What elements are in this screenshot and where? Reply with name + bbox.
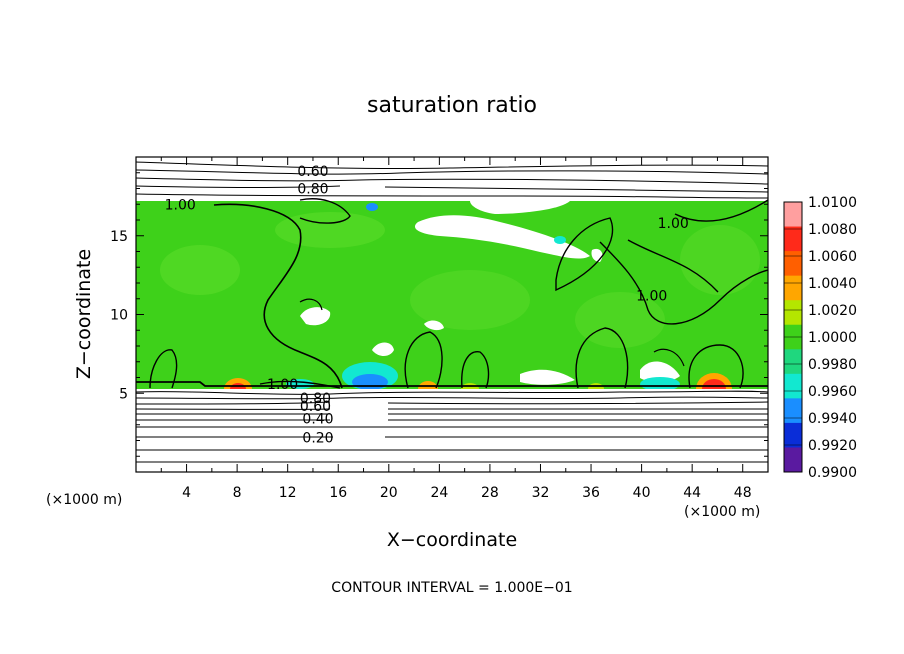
contour-interval-note: CONTOUR INTERVAL = 1.000E−01 [331,580,572,596]
colorbar-label: 1.0060 [808,249,857,265]
x-tick-label: 44 [683,485,701,501]
contour-line [136,193,768,199]
contour-label: 1.00 [165,197,196,213]
contour-line [136,177,768,185]
contour-line [136,185,768,193]
x-tick-label: 48 [734,485,752,501]
colorbar-label: 0.9980 [808,357,857,373]
x-tick-label: 16 [329,485,347,501]
colorbar-label: 1.0100 [808,195,857,211]
x-tick-labels: 4 8 12 16 20 24 28 32 36 40 44 48 [182,485,752,501]
subsaturated-spot [352,374,388,390]
subsaturated-spot [366,203,378,211]
contour-line [136,161,768,170]
contour-line [299,298,323,311]
x-tick-label: 40 [633,485,651,501]
x-tick-label: 12 [279,485,297,501]
field-patch [410,270,530,330]
chart-title: saturation ratio [367,93,537,118]
dry-pocket [640,361,680,383]
colorbar-swatch [784,251,802,277]
colorbar-label: 0.9960 [808,384,857,400]
colorbar-swatch [784,447,802,473]
colorbar-label: 1.0000 [808,330,857,346]
subsaturated-spot [554,236,566,244]
colorbar-label: 1.0020 [808,303,857,319]
y-tick-labels: 5 10 15 [110,229,128,403]
x-tick-label: 4 [182,485,191,501]
dry-pocket [300,307,331,326]
contour-label: 1.00 [636,289,667,305]
contour-line [149,349,178,389]
x-tick-label: 32 [532,485,550,501]
axis-ticks [136,157,768,472]
colorbar-label: 1.0040 [808,276,857,292]
contour-line [136,396,768,400]
contour-label: 0.60 [297,164,328,180]
dry-pocket [470,201,570,214]
colorbar: 1.0100 1.0080 1.0060 1.0040 1.0020 1.0000 0.99… [783,195,857,481]
contour-line [599,241,768,325]
colorbar-swatch [784,422,802,448]
field-patch [160,245,240,295]
contour-line [136,390,768,395]
x-tick-label: 36 [582,485,600,501]
x-tick-label: 8 [233,485,242,501]
contour-line [299,198,351,224]
colorbar-swatch [784,300,802,326]
colorbar-label: 0.9940 [808,411,857,427]
x-axis-unit-left: (×1000 m) [46,492,122,508]
colorbar-swatch [784,275,802,301]
plot-area [136,157,768,472]
contour-line [674,199,768,222]
contour-label: 0.80 [300,391,331,407]
contour-line [136,169,768,175]
colorbar-label: 0.9920 [808,438,857,454]
colorbar-swatch [784,202,802,228]
field-patch [275,212,385,248]
contour-line [555,217,614,292]
contour-label: 0.60 [300,399,331,415]
x-tick-label: 24 [430,485,448,501]
contour-line [136,401,768,405]
y-tick-label: 10 [110,308,128,324]
field-patch [680,225,760,295]
contour-labels: 0.600.801.001.001.001.000.800.600.400.20 [165,164,689,446]
contour-label: 0.20 [302,430,333,446]
contour-line [653,348,685,367]
colorbar-label: 0.9900 [808,465,857,481]
colorbar-swatch [784,373,802,399]
contour-line [461,351,490,389]
dry-pocket [520,369,575,385]
x-tick-label: 28 [481,485,499,501]
y-tick-label: 5 [119,386,128,402]
dry-pocket [424,320,444,331]
dry-pocket [414,215,590,259]
lower-stable-region [136,389,768,472]
contour-line [575,327,629,389]
colorbar-label: 1.0080 [808,222,857,238]
colorbar-swatch [784,398,802,424]
contour-line [136,381,768,387]
field-patch [575,292,665,348]
contour-label: 1.00 [267,377,298,393]
contour-label: 0.40 [302,411,333,427]
dry-pocket [372,342,394,356]
contour-line [627,239,719,293]
contour-label: 1.00 [658,216,689,232]
x-axis-label: X−coordinate [387,529,517,551]
y-axis-label: Z−coordinate [73,249,95,379]
y-tick-label: 15 [110,229,128,245]
contour-line [213,203,343,389]
contour-label: 0.80 [297,182,328,198]
colorbar-swatch [784,349,802,375]
colorbar-swatch [784,226,802,252]
contour-line [688,344,744,389]
x-tick-label: 20 [380,485,398,501]
x-axis-unit-right: (×1000 m) [684,504,760,520]
subsaturated-spot [640,377,680,391]
contour-line [404,331,443,389]
